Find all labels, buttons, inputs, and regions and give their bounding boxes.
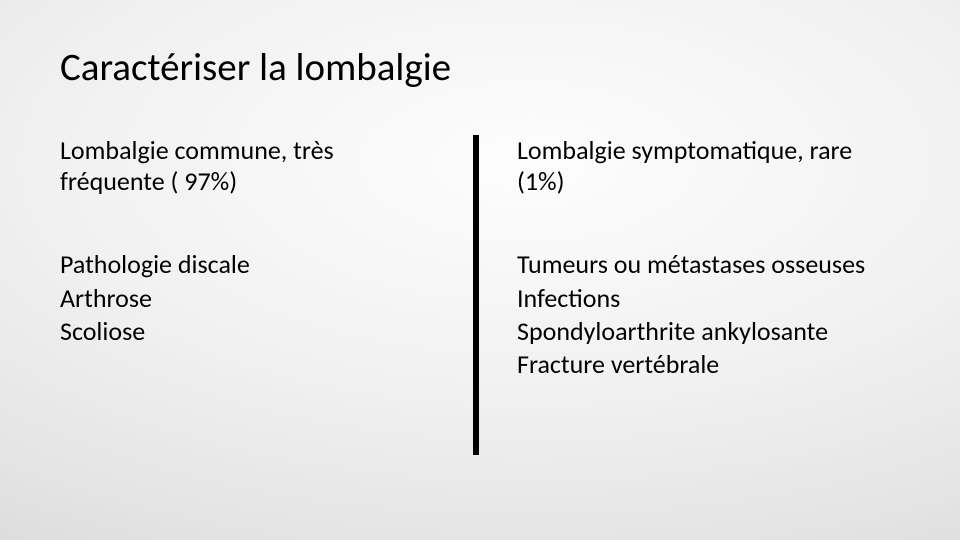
list-item: Tumeurs ou métastases osseuses bbox=[517, 248, 900, 281]
right-list: Tumeurs ou métastases osseuses Infection… bbox=[517, 248, 900, 381]
list-item: Spondyloarthrite ankylosante bbox=[517, 315, 900, 348]
slide-title: Caractériser la lombalgie bbox=[60, 44, 900, 91]
list-item: Infections bbox=[517, 282, 900, 315]
left-list: Pathologie discale Arthrose Scoliose bbox=[60, 248, 443, 348]
left-column: Lombalgie commune, très fréquente ( 97%)… bbox=[60, 135, 473, 465]
left-heading: Lombalgie commune, très fréquente ( 97%) bbox=[60, 135, 440, 196]
list-item: Fracture vertébrale bbox=[517, 348, 900, 381]
list-item: Arthrose bbox=[60, 282, 443, 315]
list-item: Scoliose bbox=[60, 315, 443, 348]
list-item: Pathologie discale bbox=[60, 248, 443, 281]
right-column: Lombalgie symptomatique, rare (1%) Tumeu… bbox=[479, 135, 900, 465]
two-column-layout: Lombalgie commune, très fréquente ( 97%)… bbox=[60, 135, 900, 465]
right-heading: Lombalgie symptomatique, rare (1%) bbox=[517, 135, 897, 196]
